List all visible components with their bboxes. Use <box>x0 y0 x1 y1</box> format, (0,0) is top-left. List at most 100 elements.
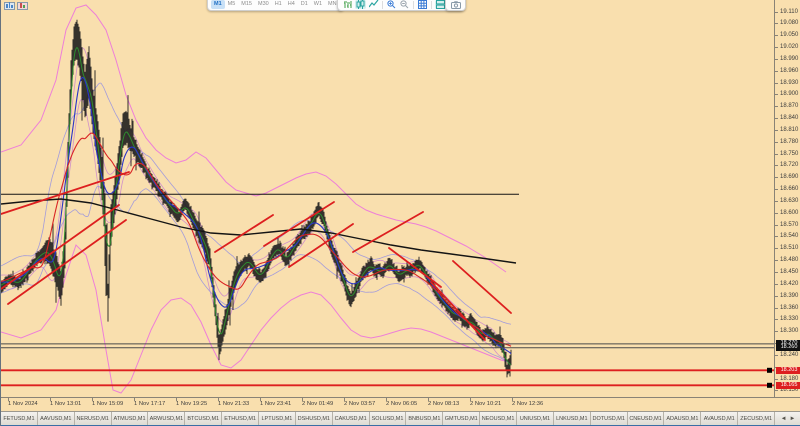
timeframe-button-h4[interactable]: H4 <box>287 1 295 7</box>
red-trendline[interactable] <box>263 201 335 247</box>
symbol-tab-lptusd[interactable]: LPTUSD,M1 <box>259 412 296 425</box>
price-axis-label: 18.780 <box>780 138 799 145</box>
price-axis-label: 18.570 <box>780 221 799 228</box>
red-trendline[interactable] <box>430 281 486 341</box>
price-axis-tick <box>775 129 778 131</box>
indicator-line <box>1 76 512 354</box>
market-watch-icon[interactable] <box>17 2 28 10</box>
zoom-out-icon[interactable] <box>399 0 410 9</box>
price-axis-label: 18.330 <box>780 316 799 323</box>
time-axis-tick <box>8 398 9 401</box>
time-axis-tick <box>428 398 429 401</box>
time-axis-tick <box>470 398 471 401</box>
symbol-tab-cakusd[interactable]: CAKUSD,M1 <box>333 412 370 425</box>
price-axis-tick <box>775 141 778 143</box>
price-axis-tick <box>775 224 778 226</box>
price-axis-label: 18.180 <box>780 375 799 382</box>
symbol-tab-avausd[interactable]: AVAUSD,M1 <box>701 412 739 425</box>
price-axis-tick <box>775 177 778 179</box>
price-axis-tick <box>775 319 778 321</box>
timeframe-button-mn[interactable]: MN <box>328 1 337 7</box>
price-axis-label: 18.810 <box>780 126 799 133</box>
symbol-tab-zecusd[interactable]: ZECUSD,M1 <box>738 412 776 425</box>
symbol-tab-atmusd[interactable]: ATMUSD,M1 <box>112 412 149 425</box>
time-axis-tick <box>302 398 303 401</box>
chart-window-icon[interactable] <box>4 2 15 10</box>
time-axis-label: 2 Nov 03:57 <box>344 401 376 407</box>
price-axis-label: 18.240 <box>780 351 799 358</box>
price-axis-tick <box>775 35 778 37</box>
indicator-line <box>1 46 512 365</box>
timeframe-button-m1[interactable]: M1 <box>211 0 225 9</box>
grid-icon[interactable] <box>417 0 428 9</box>
price-axis-tick <box>775 58 778 60</box>
time-axis-label: 2 Nov 10:21 <box>470 401 502 407</box>
timeframe-button-m30[interactable]: M30 <box>257 1 269 7</box>
time-axis-tick <box>512 398 513 401</box>
red-trendline[interactable] <box>214 214 274 253</box>
red-trendline[interactable] <box>1 204 120 290</box>
symbol-tab-adausd[interactable]: ADAUSD,M1 <box>664 412 702 425</box>
symbol-tab-lnkusd[interactable]: LNKUSD,M1 <box>554 412 591 425</box>
red-trendline[interactable] <box>352 211 424 253</box>
price-axis-tick <box>775 331 778 333</box>
symbol-tab-neousd[interactable]: NEOUSD,M1 <box>480 412 518 425</box>
line-chart-icon[interactable] <box>368 0 379 9</box>
red-trendline[interactable] <box>1 171 130 215</box>
price-axis-label: 18.360 <box>780 304 799 311</box>
symbol-tab-dshusd[interactable]: DSHUSD,M1 <box>296 412 333 425</box>
price-axis-tick <box>775 94 778 96</box>
camera-icon[interactable] <box>450 0 461 9</box>
red-trendline[interactable] <box>288 223 354 268</box>
symbol-tab-cneusd[interactable]: CNEUSD,M1 <box>628 412 665 425</box>
tile-horizontal-icon[interactable] <box>435 0 446 9</box>
trendline-handle[interactable] <box>767 367 772 373</box>
symbol-tab-arwusd[interactable]: ARWUSD,M1 <box>148 412 186 425</box>
price-axis-label: 19.110 <box>780 8 798 15</box>
symbol-tab-aavusd[interactable]: AAVUSD,M1 <box>38 412 75 425</box>
symbol-tab-bar: FETUSD,M1 AAVUSD,M1 NERUSD,M1 ATMUSD,M1 ARWU… <box>1 411 800 426</box>
chart-plot-area[interactable] <box>1 0 774 397</box>
time-axis-tick <box>50 398 51 401</box>
symbol-tab-bnbusd[interactable]: BNBUSD,M1 <box>406 412 444 425</box>
zoom-in-icon[interactable] <box>386 0 397 9</box>
red-trendline[interactable] <box>7 219 127 305</box>
time-axis-tick <box>260 398 261 401</box>
tab-scroll-left-icon[interactable]: ◄ <box>780 415 787 422</box>
price-axis-label: 18.630 <box>780 197 799 204</box>
trendline-handle[interactable] <box>767 382 772 388</box>
price-axis-tick <box>775 47 778 49</box>
timeframe-button-m15[interactable]: M15 <box>241 1 252 7</box>
price-axis-label: 18.960 <box>780 67 799 74</box>
toolbar-separator <box>382 1 383 9</box>
alert-price-tag: 18.165 <box>776 381 800 389</box>
symbol-tab-dotusd[interactable]: DOTUSD,M1 <box>591 412 628 425</box>
time-axis[interactable]: 1 Nov 2024 1 Nov 13:01 1 Nov 15:09 1 Nov 17… <box>1 397 800 412</box>
symbol-tab-gmtusd[interactable]: GMTUSD,M1 <box>443 412 481 425</box>
tab-scroll-right-icon[interactable]: ► <box>789 415 796 422</box>
timeframe-button-w1[interactable]: W1 <box>313 1 323 7</box>
symbol-tab-solusd[interactable]: SOLUSD,M1 <box>370 412 407 425</box>
symbol-tab-uniusd[interactable]: UNIUSD,M1 <box>517 412 554 425</box>
price-axis-tick <box>775 118 778 120</box>
symbol-tab-fetusd[interactable]: FETUSD,M1 <box>1 412 38 425</box>
timeframe-button-m5[interactable]: M5 <box>227 1 236 7</box>
price-axis[interactable]: 19.110 19.080 19.050 19.020 18.990 18.960 18.9… <box>774 0 800 397</box>
time-axis-tick <box>218 398 219 401</box>
red-trendline[interactable] <box>388 247 442 288</box>
symbol-tab-ethusd[interactable]: ETHUSD,M1 <box>222 412 260 425</box>
price-axis-label: 18.930 <box>780 79 799 86</box>
price-axis-label: 18.600 <box>780 209 799 216</box>
price-axis-tick <box>775 11 778 13</box>
symbol-tab-nerusd[interactable]: NERUSD,M1 <box>75 412 112 425</box>
timeframe-button-d1[interactable]: D1 <box>300 1 308 7</box>
price-axis-label: 18.390 <box>780 292 799 299</box>
symbol-tab-btcusd[interactable]: BTCUSD,M1 <box>185 412 223 425</box>
timeframe-button-h1[interactable]: H1 <box>274 1 282 7</box>
candlestick-icon[interactable] <box>355 0 366 9</box>
red-trendline[interactable] <box>452 260 512 314</box>
price-axis-label: 18.900 <box>780 91 799 98</box>
bar-chart-icon[interactable] <box>342 0 353 9</box>
price-axis-tick <box>775 212 778 214</box>
